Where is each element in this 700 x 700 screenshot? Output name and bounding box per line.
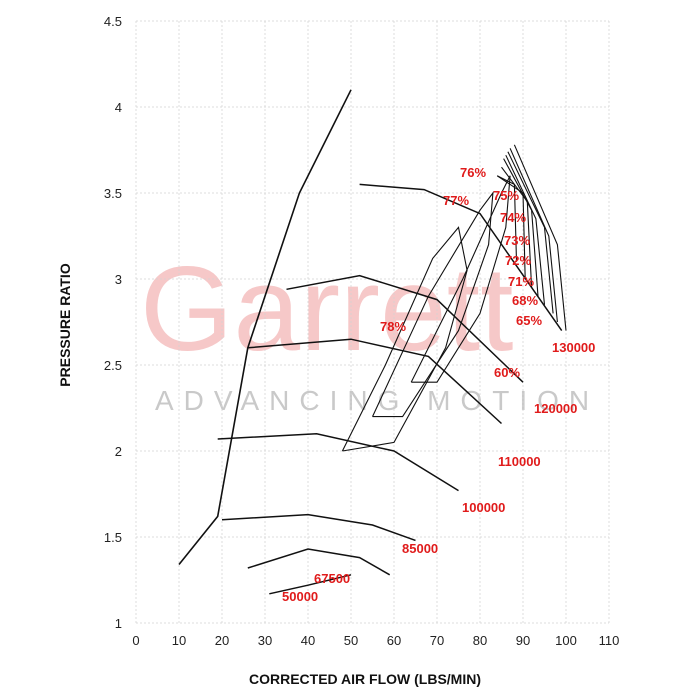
efficiency-island [496,175,526,280]
speed-line-label: 130000 [552,340,595,355]
efficiency-label: 60% [494,365,520,380]
efficiency-island [513,144,567,331]
grid [135,20,610,624]
speed-line [269,574,352,595]
x-tick-label: 40 [301,633,315,648]
series-layer [178,89,567,595]
efficiency-label: 74% [500,210,526,225]
x-tick-label: 100 [555,633,577,648]
efficiency-island [505,154,546,305]
y-tick-label: 3.5 [104,186,122,201]
efficiency-label: 71% [508,274,534,289]
labels-layer: 50000 67500 85000 100000 110000 120000 130000 7… [282,165,595,604]
y-tick-label: 4.5 [104,14,122,29]
watermark-tagline: ADVANCING MOTION [155,385,599,416]
efficiency-island [341,226,468,452]
speed-line-label: 110000 [498,454,541,469]
x-tick-label: 50 [344,633,358,648]
x-tick-label: 90 [516,633,530,648]
x-tick-label: 0 [132,633,139,648]
speed-line [359,183,563,332]
y-tick-label: 2.5 [104,358,122,373]
efficiency-label: 76% [460,165,486,180]
y-tick-label: 3 [115,272,122,287]
watermark-brand: Garrett [140,242,513,376]
efficiency-label: 72% [505,253,531,268]
x-tick-label: 60 [387,633,401,648]
x-tick-label: 110 [599,633,620,648]
speed-line-label: 100000 [462,500,505,515]
axes: 0 10 20 30 40 50 60 70 80 90 100 110 1 1.5 2 2.5 3 3.5 4 4.… [104,14,619,648]
watermark: Garrett ADVANCING MOTION [140,242,599,416]
speed-line-label: 85000 [402,541,438,556]
y-tick-label: 4 [115,100,122,115]
speed-line [247,338,503,425]
x-tick-label: 80 [473,633,487,648]
y-tick-label: 2 [115,444,122,459]
y-tick-label: 1 [115,616,122,631]
speed-line-label: 50000 [282,589,318,604]
x-tick-label: 20 [215,633,229,648]
speed-line-label: 67500 [314,571,350,586]
efficiency-label: 73% [504,233,530,248]
x-axis-title: CORRECTED AIR FLOW (LBS/MIN) [249,671,481,687]
efficiency-label: 68% [512,293,538,308]
efficiency-island [372,191,494,418]
x-tick-label: 30 [258,633,272,648]
efficiency-island [509,148,558,323]
speed-line-label: 120000 [534,401,577,416]
efficiency-label: 75% [493,188,519,203]
efficiency-label: 65% [516,313,542,328]
speed-line [286,274,524,383]
speed-line [217,433,459,492]
y-axis-title: PRESSURE RATIO [57,263,73,387]
speed-line [221,513,416,542]
x-tick-label: 10 [172,633,186,648]
efficiency-label: 78% [380,319,406,334]
efficiency-label: 77% [443,193,469,208]
y-tick-label: 1.5 [104,530,122,545]
x-tick-label: 70 [430,633,444,648]
speed-line [247,548,391,576]
